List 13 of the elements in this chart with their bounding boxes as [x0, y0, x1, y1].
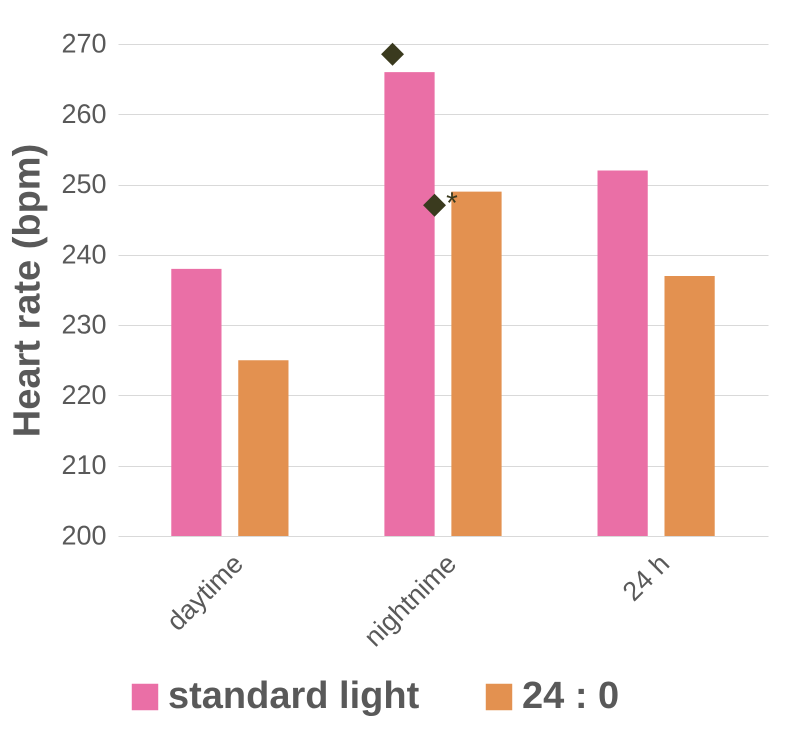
- y-tick-label: 250: [61, 169, 106, 200]
- y-tick-label: 200: [61, 520, 106, 550]
- y-tick-label: 260: [61, 98, 106, 129]
- annotation: ◆: [381, 36, 404, 70]
- y-tick-label: 270: [61, 28, 106, 58]
- y-tick-label: 220: [61, 380, 106, 410]
- y-tick-label: 210: [61, 450, 106, 480]
- y-axis-title: Heart rate (bpm): [6, 144, 48, 438]
- legend-label: 24 : 0: [522, 675, 620, 717]
- y-tick-label: 240: [61, 239, 106, 270]
- x-tick-label: 24 h: [616, 548, 676, 607]
- legend-label: standard light: [168, 675, 420, 717]
- y-tick-label: 230: [61, 310, 106, 340]
